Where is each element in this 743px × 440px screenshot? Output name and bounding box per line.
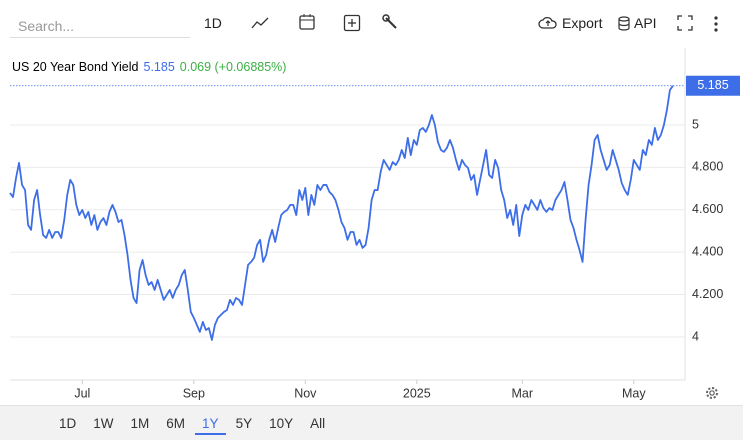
export-label: Export: [562, 15, 603, 31]
calendar-icon[interactable]: [298, 13, 316, 31]
last-value-label: 5.185: [697, 78, 728, 92]
gear-icon[interactable]: [706, 387, 718, 399]
legend: US 20 Year Bond Yield 5.185 0.069 (+0.06…: [12, 60, 286, 74]
x-tick-label: Sep: [183, 386, 205, 400]
x-tick-label: Jul: [74, 386, 90, 400]
series-line: [9, 85, 674, 341]
range-button[interactable]: 6M: [166, 415, 186, 431]
range-button[interactable]: 10Y: [269, 415, 294, 431]
chart: 4 4.200 4.400 4.600 4.800 5 Jul Sep Nov 2025 Mar Ma…: [9, 48, 740, 400]
range-bar: 1D 1W 1M 6M 1Y 5Y 10Y All: [0, 405, 743, 440]
y-tick-label: 4.600: [692, 202, 723, 216]
chart-type-icon[interactable]: [250, 15, 270, 31]
settings-tool-icon[interactable]: [382, 14, 400, 32]
y-tick-label: 4.800: [692, 160, 723, 174]
range-button[interactable]: 1W: [93, 415, 114, 431]
interval-label: 1D: [204, 15, 222, 31]
range-button[interactable]: 1Y: [195, 412, 226, 435]
x-tick-label: 2025: [403, 386, 431, 400]
database-icon: [618, 15, 630, 31]
y-tick-label: 4.200: [692, 287, 723, 301]
series-title: US 20 Year Bond Yield: [12, 60, 139, 74]
range-button[interactable]: 1D: [59, 415, 77, 431]
fullscreen-icon[interactable]: [677, 15, 693, 31]
export-button[interactable]: Export: [538, 15, 602, 31]
x-tick-label: Nov: [294, 386, 317, 400]
add-indicator-icon[interactable]: [343, 14, 361, 32]
x-tick-label: Mar: [512, 386, 534, 400]
api-button[interactable]: API: [618, 15, 657, 31]
toolbar: Search... 1D Export API: [0, 0, 743, 48]
change-value: 0.069 (+0.06885%): [179, 60, 287, 74]
x-tick-label: May: [622, 386, 646, 400]
range-button[interactable]: 5Y: [235, 415, 253, 431]
y-tick-label: 5: [692, 117, 699, 131]
last-value-box: [686, 75, 740, 96]
more-menu-icon[interactable]: [712, 15, 720, 33]
search-box[interactable]: Search...: [10, 12, 190, 38]
api-label: API: [634, 15, 657, 31]
last-value: 5.185: [143, 60, 175, 74]
y-tick-label: 4.400: [692, 244, 723, 258]
range-button[interactable]: 1M: [130, 415, 150, 431]
cloud-icon: [538, 16, 557, 29]
range-button[interactable]: All: [310, 415, 326, 431]
interval-button[interactable]: 1D: [204, 15, 222, 31]
y-tick-label: 4: [692, 329, 699, 343]
